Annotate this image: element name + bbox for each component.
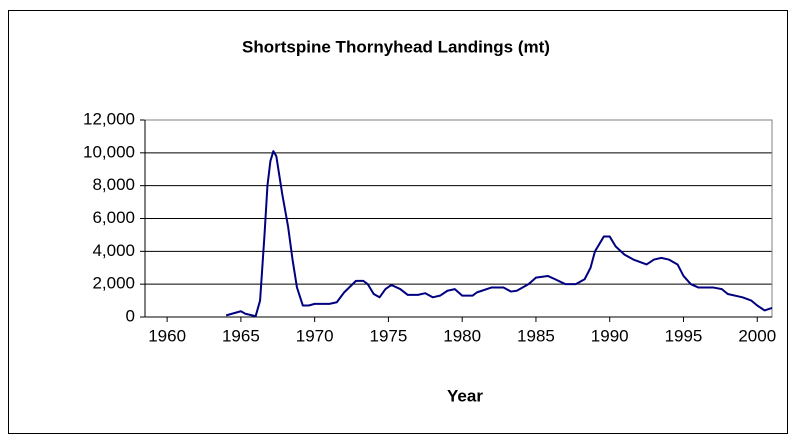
- x-tick-label: 1970: [296, 326, 334, 345]
- x-tick-label: 1965: [222, 326, 260, 345]
- x-tick-label: 1975: [370, 326, 408, 345]
- y-tick-label: 6,000: [92, 208, 135, 227]
- data-line: [225, 150, 773, 318]
- x-tick-label: 1995: [665, 326, 703, 345]
- y-tick-label: 10,000: [83, 142, 135, 161]
- x-tick-label: 1990: [591, 326, 629, 345]
- y-tick-label: 12,000: [83, 109, 135, 128]
- x-tick-label: 2000: [738, 326, 776, 345]
- y-tick-label: 0: [126, 306, 135, 325]
- x-tick-label: 1980: [443, 326, 481, 345]
- y-tick-label: 8,000: [92, 175, 135, 194]
- y-tick-label: 4,000: [92, 241, 135, 260]
- chart-frame: [8, 10, 788, 434]
- x-tick-label: 1985: [517, 326, 555, 345]
- y-tick-label: 2,000: [92, 274, 135, 293]
- x-tick-label: 1960: [148, 326, 186, 345]
- x-axis-label: Year: [447, 386, 483, 405]
- chart-title: Shortspine Thornyhead Landings (mt): [242, 37, 550, 56]
